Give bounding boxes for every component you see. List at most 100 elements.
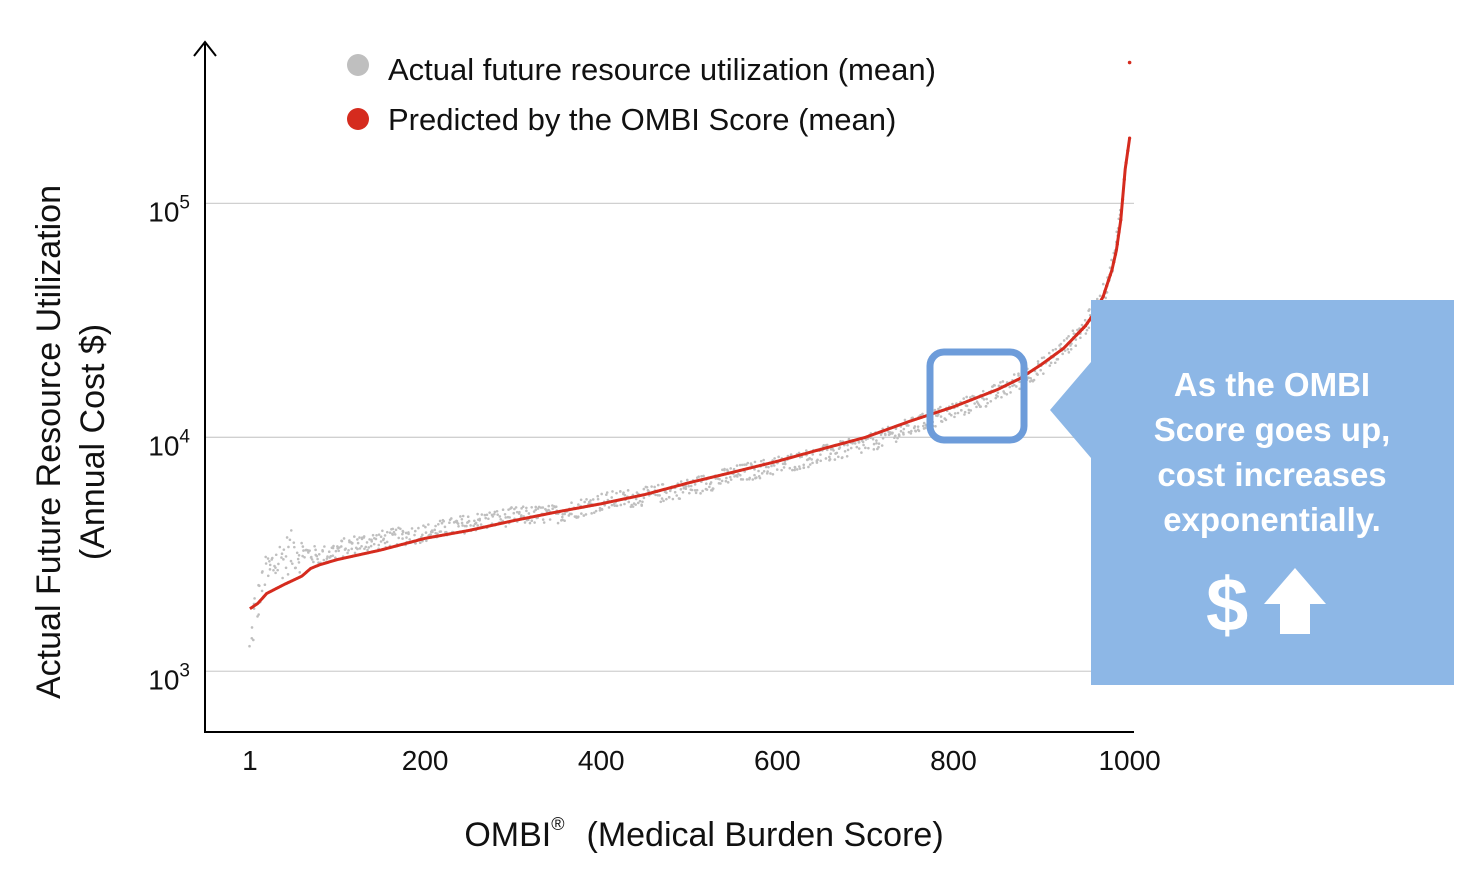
actual-point xyxy=(533,521,536,524)
actual-point xyxy=(797,465,801,468)
actual-point xyxy=(1047,351,1051,355)
actual-point xyxy=(1036,360,1040,363)
actual-point xyxy=(1066,348,1070,351)
actual-point xyxy=(765,472,769,475)
actual-point xyxy=(755,476,758,479)
actual-point xyxy=(413,533,416,537)
actual-point xyxy=(989,400,993,403)
actual-point xyxy=(479,523,483,526)
actual-point xyxy=(541,518,545,521)
predicted-point xyxy=(1124,161,1128,165)
actual-point xyxy=(281,576,284,580)
y-axis-label-line2: (Annual Cost $) xyxy=(74,324,112,560)
actual-point xyxy=(525,509,528,513)
actual-point xyxy=(846,443,849,447)
actual-point xyxy=(668,496,671,499)
actual-point xyxy=(802,463,806,467)
actual-point xyxy=(561,513,565,516)
actual-point xyxy=(321,549,325,553)
actual-point xyxy=(967,411,971,415)
actual-point xyxy=(685,478,689,482)
actual-point xyxy=(981,389,985,393)
actual-point xyxy=(264,562,268,565)
actual-point xyxy=(962,397,966,400)
actual-point xyxy=(353,535,356,538)
actual-point xyxy=(772,464,776,467)
actual-point xyxy=(605,493,608,497)
actual-point xyxy=(353,551,357,555)
actual-point xyxy=(289,529,293,532)
actual-point xyxy=(1069,347,1073,351)
actual-point xyxy=(394,528,398,532)
actual-point xyxy=(293,545,296,549)
actual-point xyxy=(838,446,842,449)
actual-point xyxy=(650,485,653,488)
actual-point xyxy=(358,536,361,539)
predicted-point xyxy=(1115,242,1119,246)
actual-point xyxy=(589,499,592,502)
actual-point xyxy=(899,429,903,433)
actual-point xyxy=(542,521,546,524)
outlier-point xyxy=(1127,60,1132,65)
actual-point xyxy=(741,478,745,481)
actual-point xyxy=(662,499,665,503)
actual-point xyxy=(791,468,794,472)
actual-point xyxy=(982,398,986,401)
actual-point xyxy=(284,555,288,558)
actual-point xyxy=(1095,297,1099,301)
actual-point xyxy=(673,490,677,494)
actual-point xyxy=(525,506,528,510)
predicted-point xyxy=(1122,177,1126,181)
actual-point xyxy=(457,525,460,528)
callout: As the OMBI Score goes up, cost increase… xyxy=(1050,300,1454,685)
actual-point xyxy=(268,560,271,563)
x-axis-label-suffix: (Medical Burden Score) xyxy=(587,816,944,854)
actual-point xyxy=(596,497,600,501)
actual-point xyxy=(811,461,814,465)
actual-point xyxy=(327,550,331,553)
actual-point xyxy=(1002,390,1005,393)
actual-point xyxy=(788,466,792,470)
actual-point xyxy=(504,516,508,519)
actual-point xyxy=(547,504,551,508)
callout-line-1: As the OMBI xyxy=(1174,366,1370,403)
actual-point xyxy=(916,425,920,428)
actual-point xyxy=(816,458,819,462)
actual-point xyxy=(902,427,906,431)
actual-point xyxy=(1067,334,1070,338)
actual-point xyxy=(992,383,996,387)
actual-point xyxy=(414,542,417,545)
actual-point xyxy=(840,456,844,460)
actual-point xyxy=(517,512,521,515)
actual-point xyxy=(764,465,768,469)
actual-point xyxy=(317,552,321,556)
actual-point xyxy=(510,506,513,510)
actual-point xyxy=(875,439,878,442)
actual-point xyxy=(272,568,275,572)
actual-point xyxy=(656,483,660,487)
actual-point xyxy=(331,554,335,557)
actual-point xyxy=(1115,230,1119,234)
actual-point xyxy=(480,513,484,516)
actual-point xyxy=(881,436,885,440)
y-axis-arrow-icon xyxy=(193,40,217,57)
actual-point xyxy=(985,397,988,401)
actual-point xyxy=(808,463,812,466)
actual-point xyxy=(523,521,527,524)
legend-label-actual: Actual future resource utilization (mean… xyxy=(388,52,936,87)
actual-point xyxy=(385,530,389,534)
actual-point xyxy=(872,448,876,451)
predicted-point xyxy=(1083,324,1088,328)
actual-point xyxy=(750,463,753,467)
actual-point xyxy=(697,475,700,479)
actual-point xyxy=(661,483,665,486)
actual-point xyxy=(956,411,960,415)
actual-point xyxy=(944,418,948,422)
actual-point xyxy=(605,491,609,494)
actual-point xyxy=(334,549,338,553)
actual-point xyxy=(973,402,976,405)
actual-point xyxy=(392,530,396,534)
y-tick-base: 10 xyxy=(148,196,179,227)
actual-point xyxy=(802,466,806,470)
actual-point xyxy=(726,481,730,484)
